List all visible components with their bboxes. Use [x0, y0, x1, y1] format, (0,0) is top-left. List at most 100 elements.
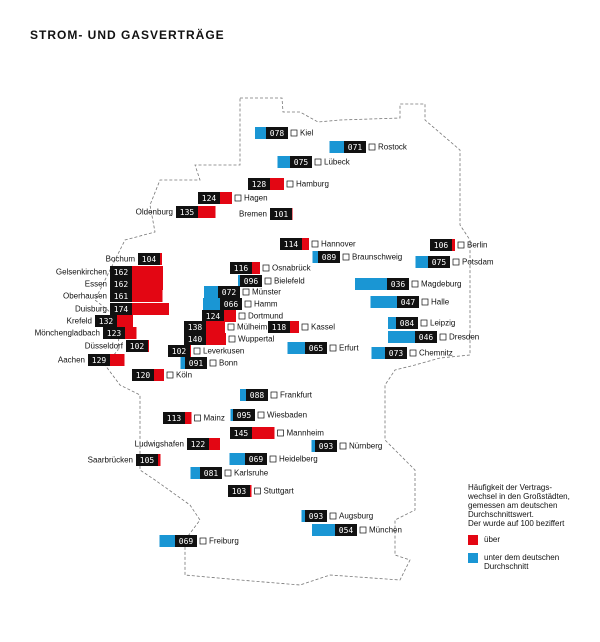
value-label: 124: [202, 194, 217, 203]
bar: [329, 141, 344, 153]
value-label: 138: [188, 323, 203, 332]
bar: [160, 253, 162, 265]
value-label: 054: [339, 526, 354, 535]
city-name: Erfurt: [339, 344, 359, 353]
value-box: [270, 208, 292, 220]
value-box: [396, 317, 418, 329]
bar: [132, 266, 163, 278]
bar: [312, 251, 318, 263]
city-name: Köln: [176, 371, 192, 380]
city-marker: [368, 143, 376, 151]
city-name: Chemnitz: [419, 349, 453, 358]
city-marker: [342, 253, 350, 261]
city-name: Nürnberg: [349, 442, 382, 451]
bar: [415, 256, 428, 268]
city-marker: [269, 455, 277, 463]
value-box: [280, 238, 302, 250]
bar: [252, 262, 260, 274]
value-label: 135: [180, 208, 195, 217]
city-name: Düsseldorf: [85, 342, 124, 351]
note: gemessen am deutschen: [468, 501, 557, 510]
city-marker: [244, 300, 252, 308]
city-marker: [301, 323, 309, 331]
value-label: 069: [179, 537, 194, 546]
value-label: 123: [107, 329, 122, 338]
value-label: 072: [222, 288, 237, 297]
value-box: [168, 345, 190, 357]
value-box: [200, 467, 222, 479]
value-label: 093: [319, 442, 334, 451]
city-marker: [264, 277, 272, 285]
city-name: Oberhausen: [63, 292, 107, 301]
bar: [388, 331, 415, 343]
city-name: Magdeburg: [421, 280, 461, 289]
city-name: Freiburg: [209, 537, 239, 546]
city-name: Heidelberg: [279, 455, 318, 464]
value-box: [230, 427, 252, 439]
value-label: 145: [234, 429, 249, 438]
value-box: [415, 331, 437, 343]
city-name: Wuppertal: [238, 335, 275, 344]
value-box: [266, 127, 288, 139]
value-label: 088: [250, 391, 265, 400]
value-label: 089: [322, 253, 337, 262]
city-marker: [339, 442, 347, 450]
bar: [185, 412, 192, 424]
value-label: 129: [92, 356, 107, 365]
city-marker: [234, 194, 242, 202]
city-marker: [209, 359, 217, 367]
bar: [190, 467, 200, 479]
value-box: [187, 438, 209, 450]
city-marker: [238, 312, 246, 320]
city-name: Hamburg: [296, 180, 329, 189]
city-name: Potsdam: [462, 258, 494, 267]
city-marker: [457, 241, 465, 249]
city-name: Hannover: [321, 240, 356, 249]
bar: [230, 409, 233, 421]
city-name: Hagen: [244, 194, 268, 203]
value-label: 140: [188, 335, 203, 344]
value-box: [198, 192, 220, 204]
bar: [180, 357, 185, 369]
city-marker: [262, 264, 270, 272]
value-label: 114: [284, 240, 299, 249]
bar: [277, 156, 290, 168]
value-label: 084: [400, 319, 415, 328]
bar: [355, 278, 387, 290]
value-box: [233, 409, 255, 421]
value-box: [185, 357, 207, 369]
bar: [158, 454, 161, 466]
value-box: [290, 156, 312, 168]
value-box: [397, 296, 419, 308]
value-box: [176, 206, 198, 218]
city-name: Mainz: [204, 414, 225, 423]
legend-label: unter dem deutschen: [484, 553, 559, 562]
value-box: [184, 321, 206, 333]
value-label: 124: [206, 312, 221, 321]
value-label: 101: [274, 210, 289, 219]
city-marker: [193, 347, 201, 355]
value-box: [228, 485, 250, 497]
city-marker: [420, 319, 428, 327]
city-name: Aachen: [58, 356, 85, 365]
city-marker: [329, 512, 337, 520]
value-label: 122: [191, 440, 206, 449]
city-name: Rostock: [378, 143, 408, 152]
bar: [132, 278, 163, 290]
value-box: [268, 321, 290, 333]
city-name: Mülheim: [237, 323, 268, 332]
value-label: 106: [434, 241, 449, 250]
value-label: 113: [167, 414, 182, 423]
city-name: Ludwigshafen: [135, 440, 184, 449]
city-name: Osnabrück: [272, 264, 312, 273]
bar: [110, 354, 125, 366]
city-name: Berlin: [467, 241, 487, 250]
bar: [224, 310, 236, 322]
value-box: [126, 340, 148, 352]
value-box: [335, 524, 357, 536]
city-marker: [194, 414, 201, 422]
chart-title: STROM- UND GASVERTRÄGE: [30, 27, 225, 42]
value-box: [245, 453, 267, 465]
city-marker: [311, 240, 319, 248]
value-box: [430, 239, 452, 251]
